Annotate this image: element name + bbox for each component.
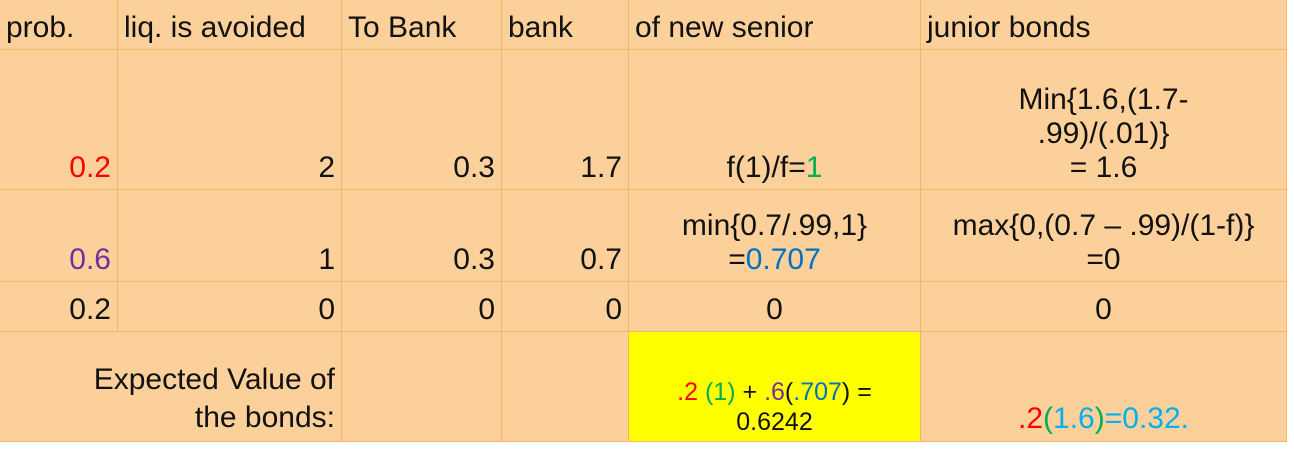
row3-prob-cell: 0.2 bbox=[0, 282, 118, 332]
row2-bank: 0.7 bbox=[580, 243, 622, 276]
row2-senior: min{0.7/.99,1} =0.707 bbox=[635, 209, 914, 277]
row1-liq-cell: 2 bbox=[118, 50, 342, 190]
header-to-bank: To Bank bbox=[348, 11, 457, 44]
expected-label: Expected Value of the bonds: bbox=[6, 361, 335, 437]
expected-senior-formula: .2 (1) + .6(.707) = bbox=[635, 377, 914, 407]
expected-senior-result: 0.6242 bbox=[736, 408, 813, 436]
expected-label-line1: Expected Value of bbox=[93, 363, 335, 396]
row2-to-bank-cell: 0.3 bbox=[342, 190, 502, 282]
right-margin bbox=[1287, 0, 1294, 453]
row3-liq-cell: 0 bbox=[118, 282, 342, 332]
row3-junior-cell: 0 bbox=[921, 282, 1287, 332]
row1-junior-line2: .99)/(.01)} bbox=[1037, 117, 1170, 150]
row2-senior-cell: min{0.7/.99,1} =0.707 bbox=[629, 190, 921, 282]
header-prob: prob. bbox=[6, 11, 75, 44]
row3-junior: 0 bbox=[1095, 293, 1112, 326]
expected-empty-cell-2 bbox=[502, 332, 629, 442]
row1-senior: f(1)/f=1 bbox=[635, 151, 914, 185]
row2-liq-cell: 1 bbox=[118, 190, 342, 282]
row3-liq: 0 bbox=[318, 293, 335, 326]
row1-to-bank: 0.3 bbox=[453, 151, 495, 184]
row3-bank-cell: 0 bbox=[502, 282, 629, 332]
row1-junior-cell: Min{1.6,(1.7- .99)/(.01)} = 1.6 bbox=[921, 50, 1287, 190]
expected-senior-p2: (1) bbox=[704, 378, 736, 406]
row1-to-bank-cell: 0.3 bbox=[342, 50, 502, 190]
expected-label-cell: Expected Value of the bonds: bbox=[0, 332, 342, 442]
row3-bank: 0 bbox=[605, 293, 622, 326]
expected-senior-p3: + bbox=[742, 378, 758, 406]
header-bank: bank bbox=[508, 11, 574, 44]
header-cell-liq: liq. is avoided bbox=[118, 0, 342, 50]
row1-prob: 0.2 bbox=[69, 151, 111, 184]
header-liq: liq. is avoided bbox=[124, 11, 306, 44]
header-cell-junior: junior bonds bbox=[921, 0, 1287, 50]
row1-junior: Min{1.6,(1.7- .99)/(.01)} = 1.6 bbox=[927, 83, 1280, 185]
row3-senior-cell: 0 bbox=[629, 282, 921, 332]
row1-senior-cell: f(1)/f=1 bbox=[629, 50, 921, 190]
expected-label-line2: the bonds: bbox=[194, 401, 335, 434]
row1-prob-cell: 0.2 bbox=[0, 50, 118, 190]
expected-junior-p3: 1.6 bbox=[1053, 402, 1095, 435]
expected-junior-p2: ( bbox=[1043, 402, 1054, 435]
row2-senior-value: 0.707 bbox=[745, 243, 821, 276]
row3-to-bank: 0 bbox=[478, 293, 495, 326]
expected-senior-p4: .6 bbox=[764, 378, 785, 406]
row2-prob-cell: 0.6 bbox=[0, 190, 118, 282]
header-senior: of new senior bbox=[635, 11, 814, 44]
header-cell-bank: bank bbox=[502, 0, 629, 50]
row1-junior-line3: = 1.6 bbox=[1069, 151, 1138, 184]
expected-senior-p7: ) bbox=[841, 378, 851, 406]
header-cell-to-bank: To Bank bbox=[342, 0, 502, 50]
header-cell-senior: of new senior bbox=[629, 0, 921, 50]
row1-bank: 1.7 bbox=[580, 151, 622, 184]
row2-prob: 0.6 bbox=[69, 243, 111, 276]
row3-to-bank-cell: 0 bbox=[342, 282, 502, 332]
header-cell-prob: prob. bbox=[0, 0, 118, 50]
expected-senior-cell: .2 (1) + .6(.707) = 0.6242 bbox=[629, 332, 921, 442]
expected-empty-cell-1 bbox=[342, 332, 502, 442]
row2-junior-cell: max{0,(0.7 – .99)/(1-f)} =0 bbox=[921, 190, 1287, 282]
row2-junior-line2: =0 bbox=[1086, 243, 1121, 276]
row2-bank-cell: 0.7 bbox=[502, 190, 629, 282]
row2-junior-line1: max{0,(0.7 – .99)/(1-f)} bbox=[952, 209, 1255, 242]
expected-senior-p5: ( bbox=[784, 378, 794, 406]
row3-prob: 0.2 bbox=[69, 293, 111, 326]
row1-bank-cell: 1.7 bbox=[502, 50, 629, 190]
expected-senior-p8: = bbox=[857, 378, 872, 406]
row2-senior-equals: = bbox=[728, 243, 746, 276]
expected-senior: .2 (1) + .6(.707) = 0.6242 bbox=[635, 377, 914, 437]
row2-senior-line2: =0.707 bbox=[635, 243, 914, 277]
expected-senior-p1: .2 bbox=[677, 378, 699, 406]
row2-junior: max{0,(0.7 – .99)/(1-f)} =0 bbox=[923, 209, 1284, 277]
row1-junior-line1: Min{1.6,(1.7- bbox=[1018, 83, 1189, 116]
bottom-margin bbox=[0, 442, 1294, 453]
header-junior: junior bonds bbox=[927, 11, 1091, 44]
row2-senior-line1: min{0.7/.99,1} bbox=[681, 209, 868, 242]
expected-junior-p1: .2 bbox=[1018, 402, 1044, 435]
expected-junior-cell: .2(1.6)=0.32. bbox=[921, 332, 1287, 442]
row1-liq: 2 bbox=[318, 151, 335, 184]
row1-senior-formula: f(1)/f= bbox=[726, 151, 806, 184]
row2-liq: 1 bbox=[318, 243, 335, 276]
expected-junior-p5: =0.32. bbox=[1104, 402, 1189, 435]
expected-senior-p6: .707 bbox=[793, 378, 842, 406]
expected-junior-p4: ) bbox=[1094, 402, 1105, 435]
row3-senior: 0 bbox=[766, 293, 783, 326]
row2-to-bank: 0.3 bbox=[453, 243, 495, 276]
row1-senior-value: 1 bbox=[805, 151, 823, 184]
expected-junior: .2(1.6)=0.32. bbox=[927, 401, 1280, 437]
